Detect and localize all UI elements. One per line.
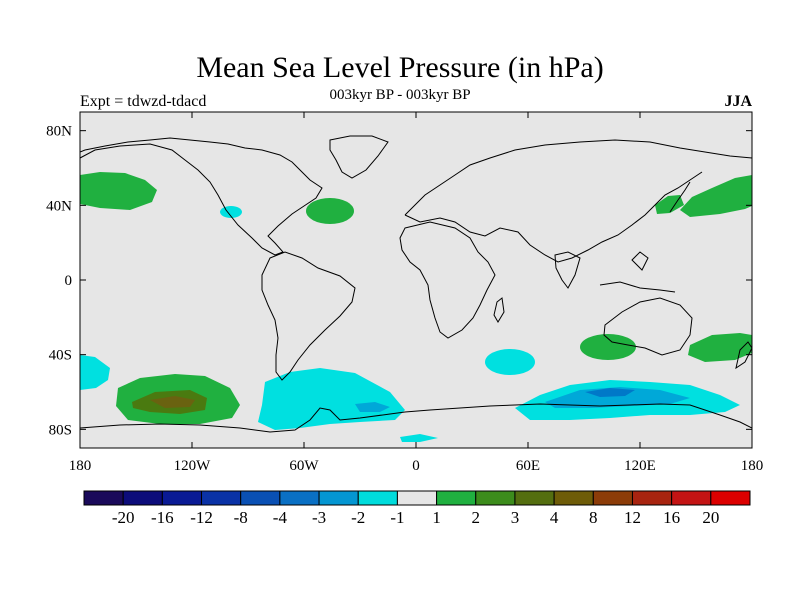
anomaly-antarctic-coast [400, 434, 438, 442]
colorbar-label: 12 [624, 508, 641, 527]
lat-tick-label: 40S [49, 348, 72, 364]
experiment-label: Expt = tdwzd-tdacd [80, 93, 207, 110]
lon-tick-label: 180 [69, 458, 92, 474]
colorbar-swatch [475, 490, 516, 506]
anomaly-northwest-pacific [680, 175, 752, 217]
colorbar-swatch [592, 490, 633, 506]
colorbar-label: -20 [112, 508, 135, 527]
lon-tick-label: 180 [741, 458, 764, 474]
anomaly-southern-ocean-indian-core [585, 388, 635, 397]
colorbar-label: 16 [663, 508, 680, 527]
colorbar-swatch [553, 490, 594, 506]
page-title: Mean Sea Level Pressure (in hPa) [196, 51, 604, 84]
lat-tick-label: 80N [46, 124, 72, 140]
anomaly-north-atlantic [306, 198, 354, 224]
lon-tick-label: 60E [516, 458, 540, 474]
colorbar-label: -8 [234, 508, 248, 527]
anomaly-south-atlantic-core [355, 402, 390, 412]
subtitle: 003kyr BP - 003kyr BP [329, 87, 471, 103]
anomaly-south-indian [485, 349, 535, 375]
colorbar-label: -16 [151, 508, 174, 527]
anomaly-southeast-pacific-coast [80, 355, 110, 390]
colorbar-swatch [83, 490, 124, 506]
colorbar-swatch [357, 490, 398, 506]
anomaly-japan-sea [655, 195, 684, 214]
colorbar-swatch [396, 490, 438, 506]
anomaly-south-pacific-peak [150, 396, 195, 408]
colorbar-swatch [279, 490, 320, 506]
lat-tick-label: 0 [65, 273, 73, 289]
colorbar-label: 1 [432, 508, 441, 527]
colorbar-label: 4 [550, 508, 559, 527]
longitude-ticks: 180 120W 60W 0 60E 120E 180 [69, 112, 764, 474]
colorbar-swatch [514, 490, 555, 506]
anomaly-south-atlantic [258, 368, 405, 430]
colorbar-swatch [436, 490, 477, 506]
season-label: JJA [724, 93, 752, 110]
colorbar: -20 -16 -12 -8 -4 -3 -2 -1 1 2 3 4 8 12 16 20 [83, 490, 751, 527]
colorbar-label: -4 [273, 508, 288, 527]
lat-tick-label: 40N [46, 198, 72, 214]
colorbar-swatch [671, 490, 712, 506]
colorbar-label: 3 [511, 508, 520, 527]
colorbar-label: -1 [390, 508, 404, 527]
anomaly-north-pacific [80, 172, 157, 210]
lon-tick-label: 0 [412, 458, 420, 474]
colorbar-label: -12 [190, 508, 213, 527]
lat-tick-label: 80S [49, 422, 72, 438]
lon-tick-label: 60W [289, 458, 319, 474]
colorbar-swatch [240, 490, 281, 506]
colorbar-swatch [318, 490, 359, 506]
anomaly-fields [80, 135, 752, 442]
anomaly-southern-ocean-indian-mid [545, 387, 690, 408]
colorbar-label: -3 [312, 508, 326, 527]
anomaly-tasman [688, 333, 752, 362]
lon-tick-label: 120E [624, 458, 656, 474]
colorbar-swatch [161, 490, 203, 506]
colorbar-swatch [631, 490, 673, 506]
colorbar-label: 20 [702, 508, 719, 527]
coastlines [80, 135, 752, 433]
latitude-ticks: 80N 40N 0 40S 80S [46, 124, 752, 438]
colorbar-swatch [710, 490, 751, 506]
colorbar-label: -2 [351, 508, 365, 527]
colorbar-label: 2 [472, 508, 481, 527]
anomaly-south-australia [580, 334, 636, 360]
colorbar-swatch [201, 490, 242, 506]
lon-tick-label: 120W [174, 458, 212, 474]
colorbar-label: 8 [589, 508, 598, 527]
colorbar-swatch [122, 490, 163, 506]
